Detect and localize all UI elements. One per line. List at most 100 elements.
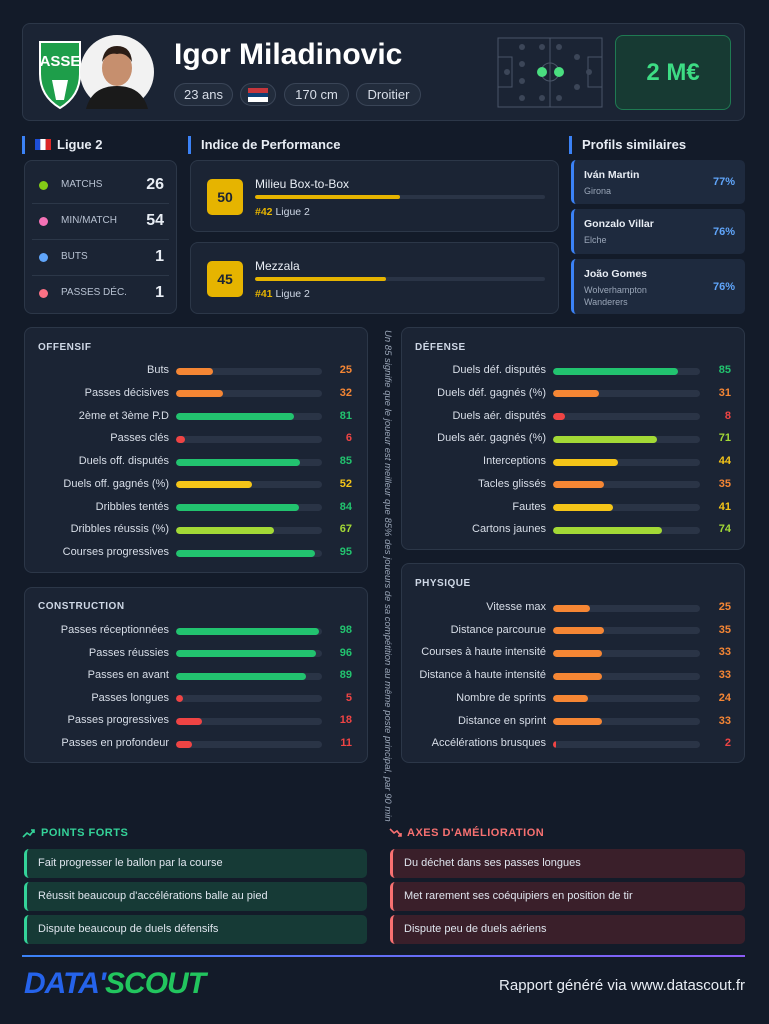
stat-track	[176, 627, 322, 635]
stat-bar	[176, 672, 306, 680]
stat-value: 33	[718, 646, 731, 659]
note: Un 85 signifie que le joueur est meilleu…	[382, 330, 393, 822]
footer-logo: DATA'SCOUT	[24, 967, 206, 1001]
stat-value: 85	[339, 455, 352, 467]
stat-track	[176, 549, 322, 557]
performance-title: Indice de Performance	[188, 136, 340, 154]
stat-value: 74	[718, 523, 731, 536]
stat-track	[553, 390, 700, 398]
divider	[32, 203, 169, 204]
logo-right: SCOUT	[105, 967, 206, 1000]
stat-value: 2	[724, 737, 731, 750]
stat-bar	[176, 695, 184, 703]
stat-icon	[39, 217, 48, 226]
stat-label: Vitesse max	[486, 601, 546, 613]
section-title: CONSTRUCTION	[38, 601, 125, 612]
stat-value: 25	[339, 364, 352, 376]
section-card	[24, 327, 368, 573]
stat-bar	[553, 413, 565, 420]
stat-label: Interceptions	[483, 455, 546, 467]
similarity: 76%	[712, 280, 735, 293]
stat-bar	[176, 481, 252, 489]
stat-value: 85	[718, 364, 731, 376]
stat-value: 71	[718, 432, 731, 445]
stat-track	[176, 672, 322, 680]
stat-track	[553, 627, 700, 635]
rank-league: Ligue 2	[275, 206, 310, 218]
stat-bar	[176, 413, 295, 420]
stat-track	[176, 650, 322, 658]
stat-label: BUTS	[61, 251, 88, 262]
stat-bar	[176, 717, 203, 725]
stat-track	[553, 740, 700, 748]
stat-label: Passes en profondeur	[61, 737, 169, 749]
stat-value: 5	[345, 691, 352, 704]
stat-value: 95	[339, 546, 352, 558]
league-header: Ligue 2	[22, 136, 103, 154]
stat-track	[553, 504, 700, 511]
stat-label: Duels aér. disputés	[452, 409, 546, 422]
stat-label: Passes longues	[91, 691, 169, 704]
stat-label: Passes décisives	[84, 386, 169, 399]
stat-bar	[176, 627, 320, 635]
stat-bar	[553, 740, 556, 748]
strengths-item: Fait progresser le ballon par la course	[24, 849, 367, 878]
stat-label: Duels déf. disputés	[452, 364, 546, 376]
strengths-item: Dispute beaucoup de duels défensifs	[24, 915, 367, 944]
stat-icon	[39, 253, 48, 262]
section-title: OFFENSIF	[38, 342, 92, 353]
flag	[248, 88, 268, 102]
flag	[35, 139, 51, 150]
divider	[32, 275, 169, 276]
stat-bar	[553, 718, 602, 725]
stat-track	[553, 604, 700, 612]
improvements-item: Met rarement ses coéquipiers en position…	[390, 882, 745, 911]
rank: #42 Ligue 2	[255, 206, 310, 218]
score-badge: 45	[207, 261, 243, 297]
stat-bar	[176, 504, 299, 511]
score-bar	[255, 195, 400, 199]
similar-name: João Gomes	[584, 268, 648, 280]
stat-bar	[553, 526, 662, 534]
stat-value: 98	[339, 624, 352, 636]
score-track	[255, 277, 545, 281]
stat-track	[176, 390, 322, 398]
stat-bar	[553, 604, 590, 612]
stat-bar	[176, 549, 315, 557]
stat-label: Duels off. gagnés (%)	[63, 477, 169, 490]
similar-card	[571, 209, 745, 254]
improvements-title: AXES D'AMÉLIORATION	[407, 827, 545, 839]
foot: Droitier	[356, 83, 421, 106]
stat-value: 89	[339, 669, 352, 682]
stat-label: Passes réceptionnées	[60, 624, 169, 636]
stat-bar	[176, 650, 317, 658]
stat-bar	[176, 458, 301, 466]
stat-value: 25	[718, 601, 731, 613]
stat-track	[176, 367, 322, 375]
stat-label: Duels déf. gagnés (%)	[437, 386, 546, 399]
stat-label: Dribbles tentés	[95, 500, 169, 513]
stat-track	[553, 672, 700, 680]
stat-track	[176, 504, 322, 511]
stat-value: 35	[718, 623, 731, 636]
stat-bar	[553, 367, 678, 375]
stat-track	[553, 367, 700, 375]
market-value: 2 M€	[615, 35, 731, 110]
profile-label: Milieu Box-to-Box	[255, 177, 350, 191]
stat-bar	[553, 504, 614, 511]
stat-value: 41	[718, 500, 731, 513]
stat-label: Dribbles réussis (%)	[70, 523, 169, 536]
similar-title: Profils similaires	[569, 136, 686, 154]
stat-track	[553, 526, 700, 534]
stat-label: Duels aér. gagnés (%)	[437, 432, 546, 445]
profile-label: Mezzala	[255, 259, 300, 273]
stat-value: 1	[155, 248, 164, 265]
rank-number: #42	[255, 206, 273, 218]
stat-label: Passes en avant	[87, 669, 169, 682]
stat-value: 31	[718, 386, 731, 399]
stat-icon	[39, 181, 48, 190]
stat-bar	[553, 695, 589, 703]
nationality	[240, 83, 276, 106]
stat-track	[553, 435, 700, 443]
stat-value: 96	[339, 646, 352, 659]
